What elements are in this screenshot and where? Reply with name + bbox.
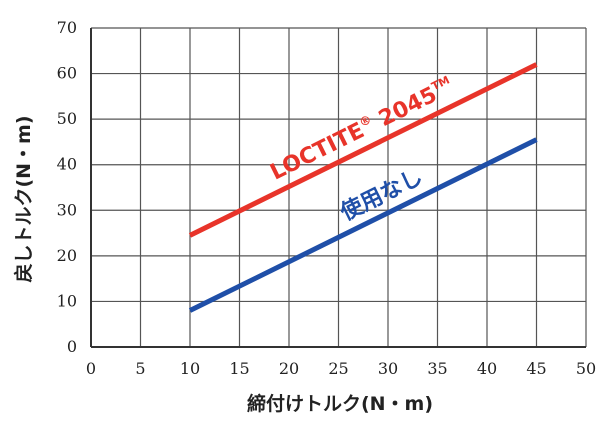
axes [90, 28, 586, 348]
y-tick-labels: 0 10 20 30 40 50 60 70 [57, 18, 77, 356]
x-tick-label: 35 [427, 359, 447, 378]
y-tick-label: 60 [57, 64, 77, 83]
x-tick-label: 30 [378, 359, 398, 378]
x-tick-label: 25 [328, 359, 348, 378]
y-tick-label: 0 [67, 337, 77, 356]
y-tick-label: 40 [57, 155, 77, 174]
y-tick-label: 20 [57, 246, 77, 265]
y-tick-label: 30 [57, 200, 77, 219]
x-tick-label: 20 [279, 359, 299, 378]
loctite-name: LOCTITE [266, 118, 368, 185]
x-tick-label: 5 [135, 359, 145, 378]
series-line-loctite [188, 62, 538, 238]
y-tick-label: 10 [57, 291, 77, 310]
y-axis-title: 戻しトルク(N・m) [12, 115, 35, 282]
x-tick-label: 45 [526, 359, 546, 378]
x-tick-label: 0 [86, 359, 96, 378]
x-tick-label: 10 [180, 359, 200, 378]
y-tick-label: 70 [57, 18, 77, 37]
x-axis-title: 締付けトルク(N・m) [247, 392, 433, 415]
y-tick-label: 50 [57, 109, 77, 128]
x-tick-labels: 0 5 10 15 20 25 30 35 40 45 50 [86, 359, 596, 378]
loctite-registered: ® [357, 112, 374, 130]
x-tick-label: 15 [229, 359, 249, 378]
series-label-loctite: LOCTITE® 2045TM [266, 73, 457, 185]
x-tick-label: 50 [576, 359, 596, 378]
x-tick-label: 40 [477, 359, 497, 378]
series-layer [188, 62, 538, 313]
loctite-trademark: TM [429, 73, 451, 93]
series-line-none [188, 137, 538, 313]
